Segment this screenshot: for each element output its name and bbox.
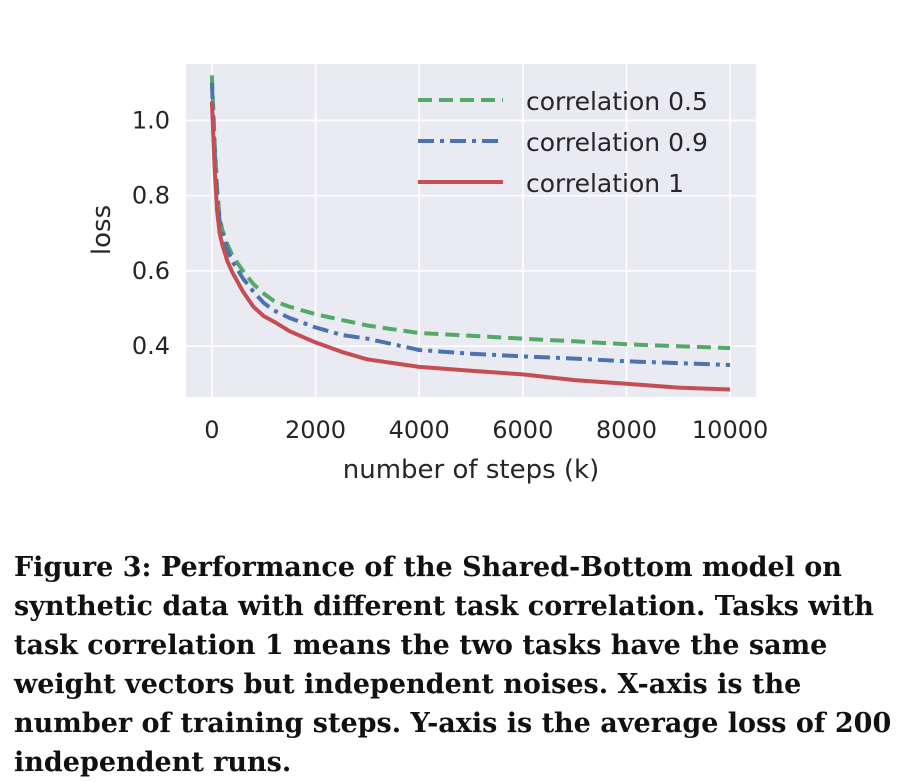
legend: correlation 0.5 correlation 0.9 correlatio… [418, 87, 708, 198]
x-tick-label: 10000 [692, 416, 768, 444]
series-line-2 [209, 82, 731, 367]
x-tick-label: 4000 [389, 416, 450, 444]
tick-labels: 0 2000 4000 6000 8000 10000 0.4 0.6 0.8 1.0 [132, 106, 768, 444]
x-tick-label: 6000 [492, 416, 553, 444]
figure-caption: Figure 3: Performance of the Shared-Bott… [14, 552, 892, 778]
plot-area [186, 64, 756, 397]
x-tick-label: 0 [204, 416, 219, 444]
y-tick-label: 0.6 [132, 257, 170, 285]
x-tick-label: 2000 [285, 416, 346, 444]
y-tick-label: 1.0 [132, 106, 170, 134]
y-axis-label: loss [87, 205, 117, 255]
legend-label-3: correlation 1 [526, 169, 684, 198]
series-layer [209, 75, 731, 392]
x-axis-label: number of steps (k) [343, 455, 599, 485]
loss-chart: 0 2000 4000 6000 8000 10000 0.4 0.6 0.8 1.0 numbe… [87, 64, 768, 485]
x-tick-label: 8000 [596, 416, 657, 444]
y-tick-label: 0.4 [132, 332, 170, 360]
legend-label-2: correlation 0.9 [526, 128, 708, 157]
y-tick-label: 0.8 [132, 182, 170, 210]
legend-label-1: correlation 0.5 [526, 87, 708, 116]
series-line-3 [209, 101, 731, 392]
